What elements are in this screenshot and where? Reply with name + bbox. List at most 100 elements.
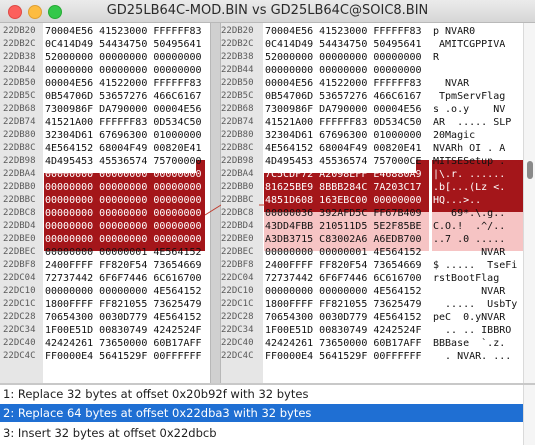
right-hex-bytes: A3DB3715 C83002A6 A6EDB700 <box>265 234 422 245</box>
diff-insert-right-block <box>264 212 429 251</box>
left-hex-bytes: 72737442 6F6F7446 6C616700 <box>45 273 202 284</box>
right-offset: 22DBD4 <box>221 220 259 233</box>
ascii-column: peC 0.yNVAR <box>433 312 506 323</box>
right-hex-bytes: 00000000 00000001 4E564152 <box>265 247 422 258</box>
ascii-column: 20Magic <box>433 130 476 141</box>
right-offset: 22DBF8 <box>221 259 259 272</box>
left-offset: 22DB68 <box>3 103 41 116</box>
difference-item[interactable]: 1: Replace 32 bytes at offset 0x20b92f w… <box>3 387 309 401</box>
scrollbar-thumb[interactable] <box>527 161 533 179</box>
left-offset: 22DBE0 <box>3 233 41 246</box>
right-offset: 22DC28 <box>221 311 259 324</box>
right-offset: 22DC34 <box>221 324 259 337</box>
difference-list[interactable]: 1: Replace 32 bytes at offset 0x20b92f w… <box>0 385 535 445</box>
ascii-column: 69*.\.g.. <box>433 208 506 219</box>
left-offset: 22DC34 <box>3 324 41 337</box>
window-title: GD25LB64C-MOD.BIN vs GD25LB64C@SOIC8.BIN <box>106 3 429 18</box>
right-hex-bytes: FF0000E4 5641529F 00FFFFFF <box>265 351 422 362</box>
right-offset: 22DC10 <box>221 285 259 298</box>
ascii-column: .b[...(Lz <. <box>433 182 506 193</box>
right-hex-bytes: 43DD4FBB 210511D5 5E2F85BE <box>265 221 422 232</box>
right-hex-bytes: 70004E56 41523000 FFFFFF83 <box>265 26 422 37</box>
right-offset: 22DBB0 <box>221 181 259 194</box>
ascii-column: ..... UsbTy <box>433 299 518 310</box>
right-offset: 22DBE0 <box>221 233 259 246</box>
ascii-column: TpmServFlag <box>433 91 506 102</box>
ascii-column: AR ..... SLP <box>433 117 512 128</box>
zoom-window-button[interactable] <box>48 5 62 19</box>
difference-item-selected[interactable]: 2: Replace 64 bytes at offset 0x22dba3 w… <box>0 404 526 422</box>
right-offset: 22DBBC <box>221 194 259 207</box>
title-bar: GD25LB64C-MOD.BIN vs GD25LB64C@SOIC8.BIN <box>0 0 535 23</box>
left-hex-bytes: 1800FFFF FF821055 73625479 <box>45 299 202 310</box>
ascii-column: rstBootFlag <box>433 273 500 284</box>
right-hex-bytes: 4D495453 45536574 757000CE <box>265 156 422 167</box>
split-handle[interactable] <box>0 383 535 385</box>
left-offset: 22DB74 <box>3 116 41 129</box>
left-offset: 22DC1C <box>3 298 41 311</box>
left-hex-bytes: 00000000 00000000 00000000 <box>45 195 202 206</box>
right-offset: 22DB5C <box>221 90 259 103</box>
left-offset: 22DC4C <box>3 350 41 363</box>
left-offset: 22DB20 <box>3 25 41 38</box>
left-hex-bytes: 00000000 00000000 00000000 <box>45 208 202 219</box>
right-hex-bytes: 81625BE9 8BBB284C 7A203C17 <box>265 182 422 193</box>
right-hex-bytes: 00004E56 41522000 FFFFFF83 <box>265 78 422 89</box>
diff-highlight-left-start <box>196 160 205 173</box>
left-hex-bytes: 1F00E51D 00830749 4242524F <box>45 325 202 336</box>
right-offset: 22DC04 <box>221 272 259 285</box>
right-offset: 22DC1C <box>221 298 259 311</box>
left-hex-bytes: 00000000 00000000 00000000 <box>45 182 202 193</box>
ascii-column: $ ..... TseFi <box>433 260 518 271</box>
left-hex-bytes: FF0000E4 5641529F 00FFFFFF <box>45 351 202 362</box>
left-hex-bytes: 0C414D49 54434750 50495641 <box>45 39 202 50</box>
left-offset: 22DB50 <box>3 77 41 90</box>
ascii-column: |\.r. ...... <box>433 169 506 180</box>
left-hex-bytes: 00000000 00000001 4E564152 <box>45 247 202 258</box>
right-offset: 22DB44 <box>221 64 259 77</box>
ascii-column: NVARh OI . A <box>433 143 506 154</box>
left-offset: 22DB80 <box>3 129 41 142</box>
right-offset: 22DB68 <box>221 103 259 116</box>
left-hex-bytes: 41521A00 FFFFFF83 0D534C50 <box>45 117 202 128</box>
ascii-column: s .o.y NV <box>433 104 506 115</box>
left-hex-bytes: 00000000 00000000 00000000 <box>45 65 202 76</box>
right-hex-bytes: 4851D608 163EBC00 00000000 <box>265 195 422 206</box>
ascii-column: p NVAR0 <box>433 26 482 37</box>
hex-compare-view[interactable]: 22DB20 70004E56 41523000 FFFFFF83 22DB20 70… <box>0 23 523 383</box>
diff-highlight-ascii <box>432 160 523 212</box>
right-offset: 22DC40 <box>221 337 259 350</box>
left-hex-bytes: 32304D61 67696300 01000000 <box>45 130 202 141</box>
left-hex-bytes: 2400FFFF FF820F54 73654669 <box>45 260 202 271</box>
right-offset: 22DC4C <box>221 350 259 363</box>
right-hex-bytes: 00000000 00000000 00000000 <box>265 65 422 76</box>
left-hex-bytes: 42424261 73650000 60B17AFF <box>45 338 202 349</box>
ascii-column: AMITCGPPIVA <box>433 39 506 50</box>
ascii-column: NVAR <box>433 78 500 89</box>
ascii-column: R <box>433 52 440 63</box>
ascii-column: MITSESetup . <box>433 156 506 167</box>
left-offset: 22DB98 <box>3 155 41 168</box>
right-hex-bytes: 52000000 00000000 00000000 <box>265 52 422 63</box>
left-offset: 22DBEC <box>3 246 41 259</box>
left-offset: 22DB5C <box>3 90 41 103</box>
left-offset: 22DBF8 <box>3 259 41 272</box>
left-hex-bytes: 00004E56 41522000 FFFFFF83 <box>45 78 202 89</box>
right-offset: 22DB20 <box>221 25 259 38</box>
close-window-button[interactable] <box>8 5 22 19</box>
right-hex-bytes: 7300986F DA790000 00004E56 <box>265 104 422 115</box>
right-hex-bytes: 70654300 0030D779 4E564152 <box>265 312 422 323</box>
right-hex-bytes: 2400FFFF FF820F54 73654669 <box>265 260 422 271</box>
left-offset: 22DB44 <box>3 64 41 77</box>
left-offset: 22DB2C <box>3 38 41 51</box>
left-offset: 22DC10 <box>3 285 41 298</box>
diff-highlight-right-block <box>264 173 429 212</box>
difference-item[interactable]: 3: Insert 32 bytes at offset 0x22dbcb <box>3 426 217 440</box>
right-offset: 22DBEC <box>221 246 259 259</box>
minimize-window-button[interactable] <box>28 5 42 19</box>
vertical-scrollbar[interactable] <box>523 23 535 383</box>
right-hex-bytes: 72737442 6F6F7446 6C616700 <box>265 273 422 284</box>
pane-divider[interactable] <box>210 23 221 383</box>
left-offset: 22DB8C <box>3 142 41 155</box>
list-scrollbar[interactable] <box>523 385 535 445</box>
